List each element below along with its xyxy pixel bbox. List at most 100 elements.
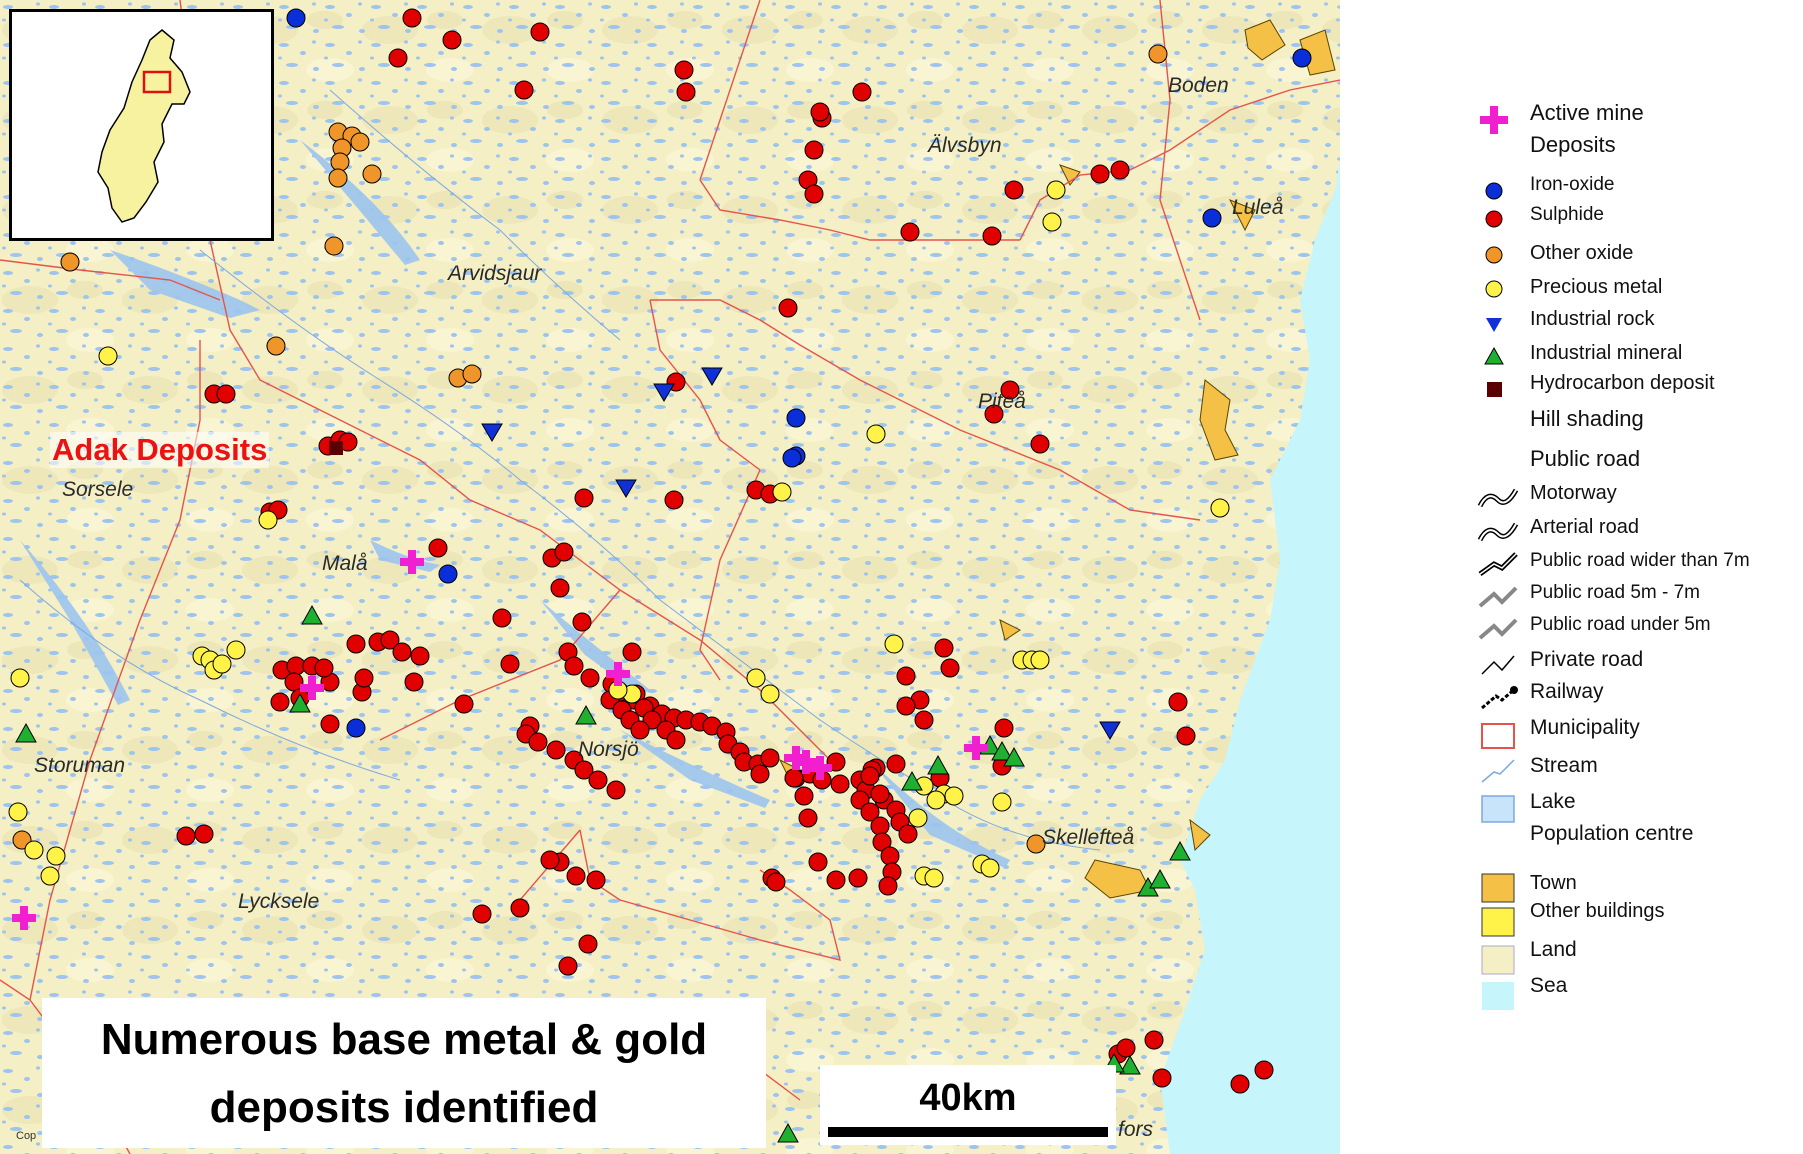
industrial-rock-icon (1486, 318, 1502, 332)
place-sorsele: Sorsele (62, 478, 134, 501)
sulphide-deposit-marker (984, 404, 1004, 424)
precious-metal-deposit-marker (992, 792, 1012, 812)
iron-oxide-deposit-marker (346, 718, 366, 738)
precious-metal-deposit-marker (1046, 180, 1066, 200)
sulphide-deposit-marker (1030, 434, 1050, 454)
sulphide-deposit-marker (472, 904, 492, 924)
scale-label: 40km (919, 1077, 1017, 1119)
other-oxide-icon (1485, 246, 1503, 264)
sulphide-icon (1485, 210, 1503, 228)
industrial-mineral-marker (15, 722, 37, 743)
stream-icon (1481, 759, 1515, 783)
active-mine-marker (12, 906, 36, 930)
road-5-7m-icon (1478, 586, 1518, 608)
sulphide-deposit-marker (554, 542, 574, 562)
legend-other-oxide: Other oxide (1530, 242, 1634, 264)
sulphide-deposit-marker (540, 850, 560, 870)
sulphide-deposit-marker (760, 748, 780, 768)
other-oxide-deposit-marker (60, 252, 80, 272)
sulphide-deposit-marker (314, 658, 334, 678)
sweden-locator-inset (9, 9, 274, 241)
sulphide-deposit-marker (860, 766, 880, 786)
arterial-road-icon (1477, 522, 1519, 542)
active-mine-marker (400, 550, 424, 574)
sulphide-deposit-marker (1168, 692, 1188, 712)
precious-metal-deposit-marker (226, 640, 246, 660)
legend-industrial-mineral: Industrial mineral (1530, 342, 1683, 364)
precious-metal-deposit-marker (258, 510, 278, 530)
iron-oxide-icon (1485, 182, 1503, 200)
precious-metal-deposit-marker (772, 482, 792, 502)
sulphide-deposit-marker (510, 898, 530, 918)
sulphide-deposit-marker (914, 710, 934, 730)
sulphide-deposit-marker (784, 768, 804, 788)
legend-road-5-7m: Public road 5m - 7m (1530, 582, 1701, 603)
legend-private-road: Private road (1530, 648, 1644, 671)
caption-line-2: deposits identified (209, 1083, 599, 1132)
sulphide-deposit-marker (896, 666, 916, 686)
legend-public-road: Public road (1530, 446, 1641, 471)
other-oxide-deposit-marker (330, 152, 350, 172)
hydrocarbon-deposit-marker (329, 441, 343, 455)
sulphide-deposit-marker (794, 786, 814, 806)
sulphide-deposit-marker (630, 720, 650, 740)
industrial-rock-marker (1099, 721, 1121, 740)
sulphide-deposit-marker (900, 222, 920, 242)
iron-oxide-deposit-marker (1202, 208, 1222, 228)
motorway-icon (1477, 488, 1519, 508)
sulphide-deposit-marker (804, 184, 824, 204)
sulphide-deposit-marker (380, 630, 400, 650)
industrial-mineral-icon (1484, 346, 1504, 365)
scale-bar-box: 40km (820, 1065, 1116, 1145)
sulphide-deposit-marker (566, 866, 586, 886)
caption-line-1: Numerous base metal & gold (100, 1015, 708, 1064)
other-oxide-deposit-marker (1148, 44, 1168, 64)
place-fors: fors (1118, 1118, 1154, 1141)
sulphide-deposit-marker (354, 668, 374, 688)
legend-municipality: Municipality (1530, 716, 1640, 739)
sulphide-deposit-marker (880, 846, 900, 866)
place-lycksele: Lycksele (238, 890, 320, 913)
sulphide-deposit-marker (870, 784, 890, 804)
active-mine-marker (964, 736, 988, 760)
industrial-mineral-marker (991, 740, 1013, 761)
precious-metal-deposit-marker (24, 840, 44, 860)
precious-metal-deposit-marker (10, 668, 30, 688)
copyright-text: Cop (16, 1130, 37, 1142)
industrial-mineral-marker (1169, 840, 1191, 861)
sulphide-deposit-marker (896, 696, 916, 716)
legend-hydrocarbon: Hydrocarbon deposit (1530, 372, 1715, 394)
deposit-map[interactable]: Boden Älvsbyn Luleå Arvidsjaur Piteå Sor… (0, 0, 1340, 1154)
sulphide-deposit-marker (454, 694, 474, 714)
sulphide-deposit-marker (674, 60, 694, 80)
legend-population-centre: Population centre (1530, 822, 1694, 845)
sulphide-deposit-marker (826, 870, 846, 890)
sulphide-deposit-marker (574, 488, 594, 508)
sulphide-deposit-marker (580, 668, 600, 688)
sulphide-deposit-marker (194, 824, 214, 844)
iron-oxide-deposit-marker (782, 448, 802, 468)
sulphide-deposit-marker (530, 22, 550, 42)
sweden-outline (97, 29, 191, 223)
industrial-rock-marker (615, 479, 637, 498)
road-under-5m-icon (1478, 618, 1518, 640)
sulphide-deposit-marker (564, 656, 584, 676)
industrial-mineral-marker (1149, 868, 1171, 889)
industrial-rock-marker (481, 423, 503, 442)
sulphide-deposit-marker (1004, 180, 1024, 200)
precious-metal-deposit-marker (1042, 212, 1062, 232)
other-oxide-deposit-marker (362, 164, 382, 184)
precious-metal-deposit-marker (40, 866, 60, 886)
place-pitea: Piteå (978, 390, 1026, 413)
lake-icon (1481, 795, 1515, 823)
legend-land: Land (1530, 938, 1577, 961)
active-mine-marker (300, 676, 324, 700)
precious-metal-deposit-marker (8, 802, 28, 822)
legend-sea: Sea (1530, 974, 1568, 997)
deposits-layer (8, 8, 1312, 1143)
sulphide-deposit-marker (1152, 1068, 1172, 1088)
precious-metal-deposit-marker (46, 846, 66, 866)
other-oxide-deposit-marker (328, 168, 348, 188)
sulphide-deposit-marker (666, 730, 686, 750)
sulphide-deposit-marker (1176, 726, 1196, 746)
